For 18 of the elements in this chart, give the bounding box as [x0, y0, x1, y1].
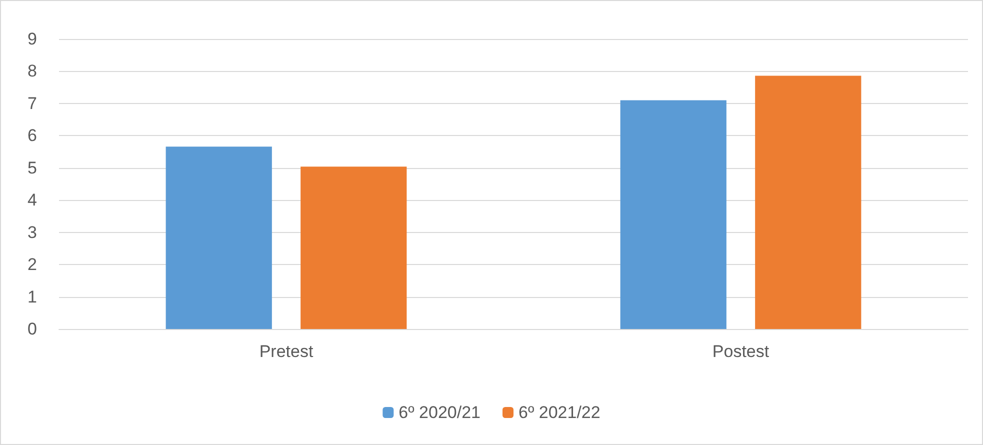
y-tick-label: 9 — [28, 30, 37, 48]
bar — [755, 76, 862, 329]
bar — [166, 146, 272, 329]
legend-label: 6º 2020/21 — [398, 403, 481, 422]
y-tick-label: 0 — [28, 320, 37, 338]
y-tick-label: 3 — [28, 222, 37, 242]
y-tick-label: 2 — [28, 255, 37, 274]
x-tick-label: Postest — [712, 342, 770, 361]
y-tick-label: 6 — [28, 126, 37, 146]
y-tick-label: 5 — [28, 158, 37, 178]
y-tick-label: 8 — [28, 62, 37, 81]
y-tick-label: 1 — [28, 287, 37, 306]
legend-label: 6º 2021/22 — [518, 403, 600, 422]
y-tick-label: 7 — [28, 94, 37, 113]
x-tick-label: Pretest — [259, 342, 314, 361]
bar — [620, 100, 726, 329]
bar — [300, 166, 407, 329]
y-tick-label: 4 — [28, 190, 37, 210]
